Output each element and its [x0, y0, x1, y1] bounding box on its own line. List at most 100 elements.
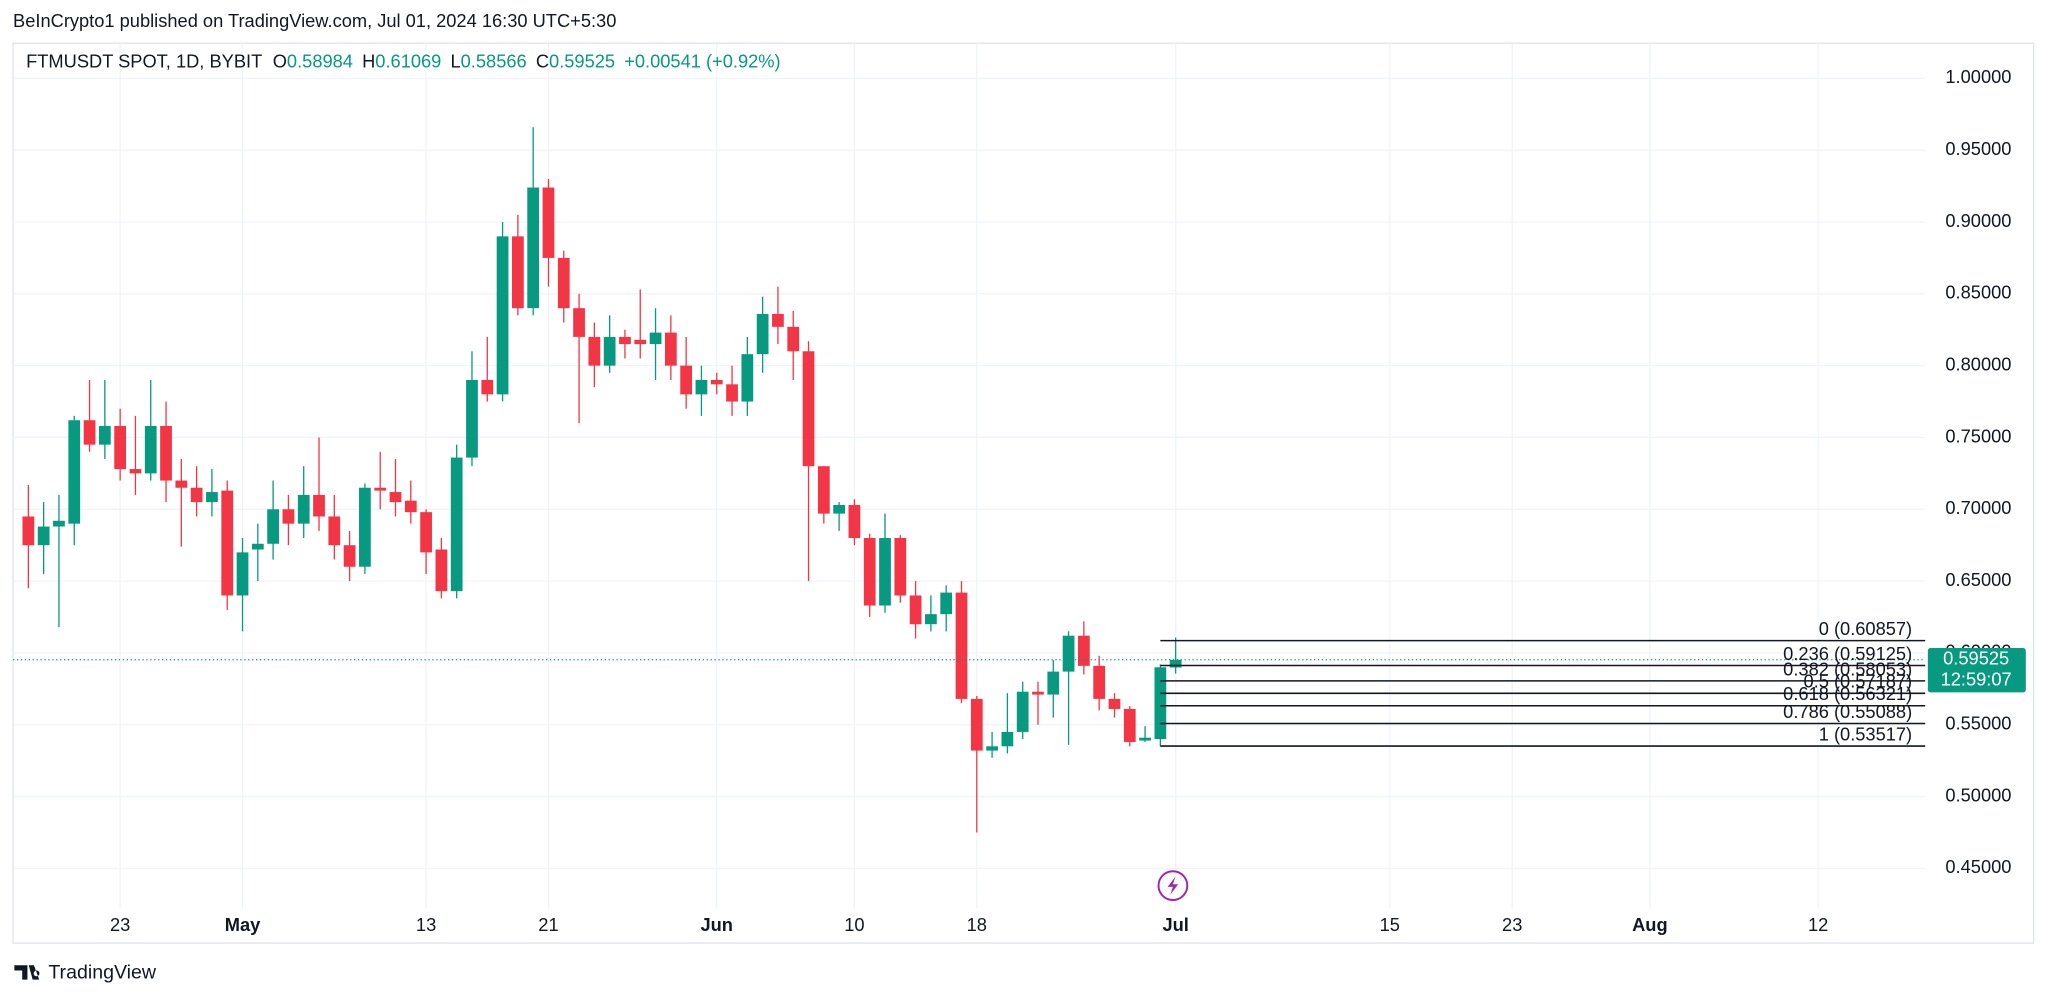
candle-body	[297, 494, 310, 524]
x-tick-label: Jun	[700, 914, 732, 935]
candle-body	[83, 420, 96, 445]
candle-body	[527, 187, 540, 309]
candle-body	[680, 365, 693, 395]
candle-body	[802, 351, 815, 467]
ohlc-key: O	[273, 51, 287, 72]
candle-body	[1077, 635, 1090, 666]
fib-label: 0 (0.60857)	[1819, 618, 1912, 639]
fib-label: 0.786 (0.55088)	[1783, 701, 1912, 722]
candle-body	[879, 538, 891, 606]
candle-body	[466, 380, 478, 458]
candle-body	[313, 494, 325, 517]
candle-body	[450, 457, 463, 592]
candle-body	[420, 512, 432, 553]
y-tick-label: 0.80000	[1945, 353, 2011, 374]
y-tick-label: 0.50000	[1945, 784, 2011, 805]
candle-body	[940, 592, 953, 615]
logo-mark	[14, 965, 40, 980]
ohlc-key: H	[362, 51, 375, 72]
candle-body	[726, 384, 738, 402]
overlay: 0 (0.60857) 0.236 (0.59125)0.382 (0.58053…	[13, 618, 2026, 747]
candle-body	[221, 490, 234, 596]
candle-body	[833, 504, 845, 514]
footer-logo: TradingView	[14, 961, 157, 983]
candle-body	[1016, 691, 1029, 732]
candle-body	[1001, 731, 1014, 747]
candle-body	[251, 543, 264, 550]
x-tick-label: Aug	[1632, 914, 1668, 935]
candle-body	[619, 336, 631, 345]
candle-body	[772, 313, 784, 327]
candle-body	[68, 420, 81, 524]
candle-body	[588, 336, 601, 366]
candle-body	[542, 187, 555, 258]
y-tick-label: 0.55000	[1945, 713, 2011, 734]
symbol: FTMUSDT SPOT, 1D, BYBIT	[26, 51, 262, 72]
candle-body	[695, 380, 708, 395]
event-icon-bolt	[1167, 876, 1179, 895]
candle-body	[206, 492, 218, 503]
candle-body	[848, 504, 861, 539]
candle-body	[114, 425, 127, 470]
y-tick-label: 0.85000	[1945, 282, 2011, 303]
candle-body	[557, 257, 570, 309]
y-tick-label: 0.65000	[1945, 569, 2011, 590]
candle-body	[160, 425, 172, 481]
candle-body	[53, 520, 65, 527]
ohlc-value: 0.59525	[549, 51, 615, 72]
y-tick-label: 0.90000	[1945, 210, 2011, 231]
candle-body	[634, 339, 647, 345]
candle-body	[787, 326, 800, 352]
candle-body	[909, 595, 922, 625]
grid: 0.450000.500000.550000.600000.650000.700…	[13, 43, 2011, 935]
x-tick-label: 10	[844, 914, 864, 935]
candle-body	[970, 698, 983, 751]
x-tick-label: 15	[1380, 914, 1400, 935]
candle-body	[741, 354, 754, 402]
candle-body	[894, 538, 907, 596]
fib-label: 0.618 (0.56321)	[1783, 683, 1912, 704]
candle-body	[1108, 698, 1121, 709]
symbol-legend: FTMUSDT SPOT, 1D, BYBIT O0.58984 H0.61069 L…	[26, 51, 780, 72]
x-tick-label: 18	[967, 914, 987, 935]
price-change: +0.00541 (+0.92%)	[624, 51, 780, 72]
candle-body	[175, 480, 188, 488]
candle-body	[1047, 671, 1060, 695]
ohlc-value: 0.58984	[287, 51, 353, 72]
price-tag-value: 0.59525	[1943, 648, 2009, 669]
candle-body	[22, 516, 35, 546]
candle-body	[98, 425, 111, 445]
y-tick-label: 0.75000	[1945, 425, 2011, 446]
x-tick-label: May	[225, 914, 261, 935]
candle-body	[986, 746, 998, 751]
candle-body	[236, 552, 249, 596]
candle-body	[359, 487, 371, 567]
x-tick-label: 23	[1502, 914, 1522, 935]
ohlc-value: 0.61069	[375, 51, 441, 72]
candles	[22, 127, 1182, 833]
candle-body	[1123, 708, 1136, 742]
x-tick-label: 12	[1808, 914, 1828, 935]
ohlc-value: 0.58566	[461, 51, 527, 72]
candle-body	[1154, 667, 1167, 740]
candle-body	[374, 487, 387, 491]
candle-body	[573, 308, 585, 337]
candle-body	[863, 538, 876, 606]
candle-body	[37, 526, 50, 546]
candle-body	[129, 469, 142, 474]
chart-frame	[12, 42, 2035, 944]
fib-label: 0.5 (0.57187)	[1803, 671, 1912, 692]
candle-body	[481, 380, 494, 395]
symbol-legend-text: FTMUSDT SPOT, 1D, BYBIT O0.58984 H0.61069 L…	[26, 51, 780, 72]
candle-body	[664, 332, 677, 366]
candle-body	[389, 492, 402, 503]
price-tag-countdown: 12:59:07	[1941, 668, 2012, 689]
x-tick-label: Jul	[1162, 914, 1188, 935]
candle-body	[756, 313, 769, 355]
y-tick-label: 0.95000	[1945, 138, 2011, 159]
candle-body	[282, 509, 295, 524]
fib-label: 1 (0.53517)	[1819, 723, 1912, 744]
candle-body	[328, 516, 341, 546]
